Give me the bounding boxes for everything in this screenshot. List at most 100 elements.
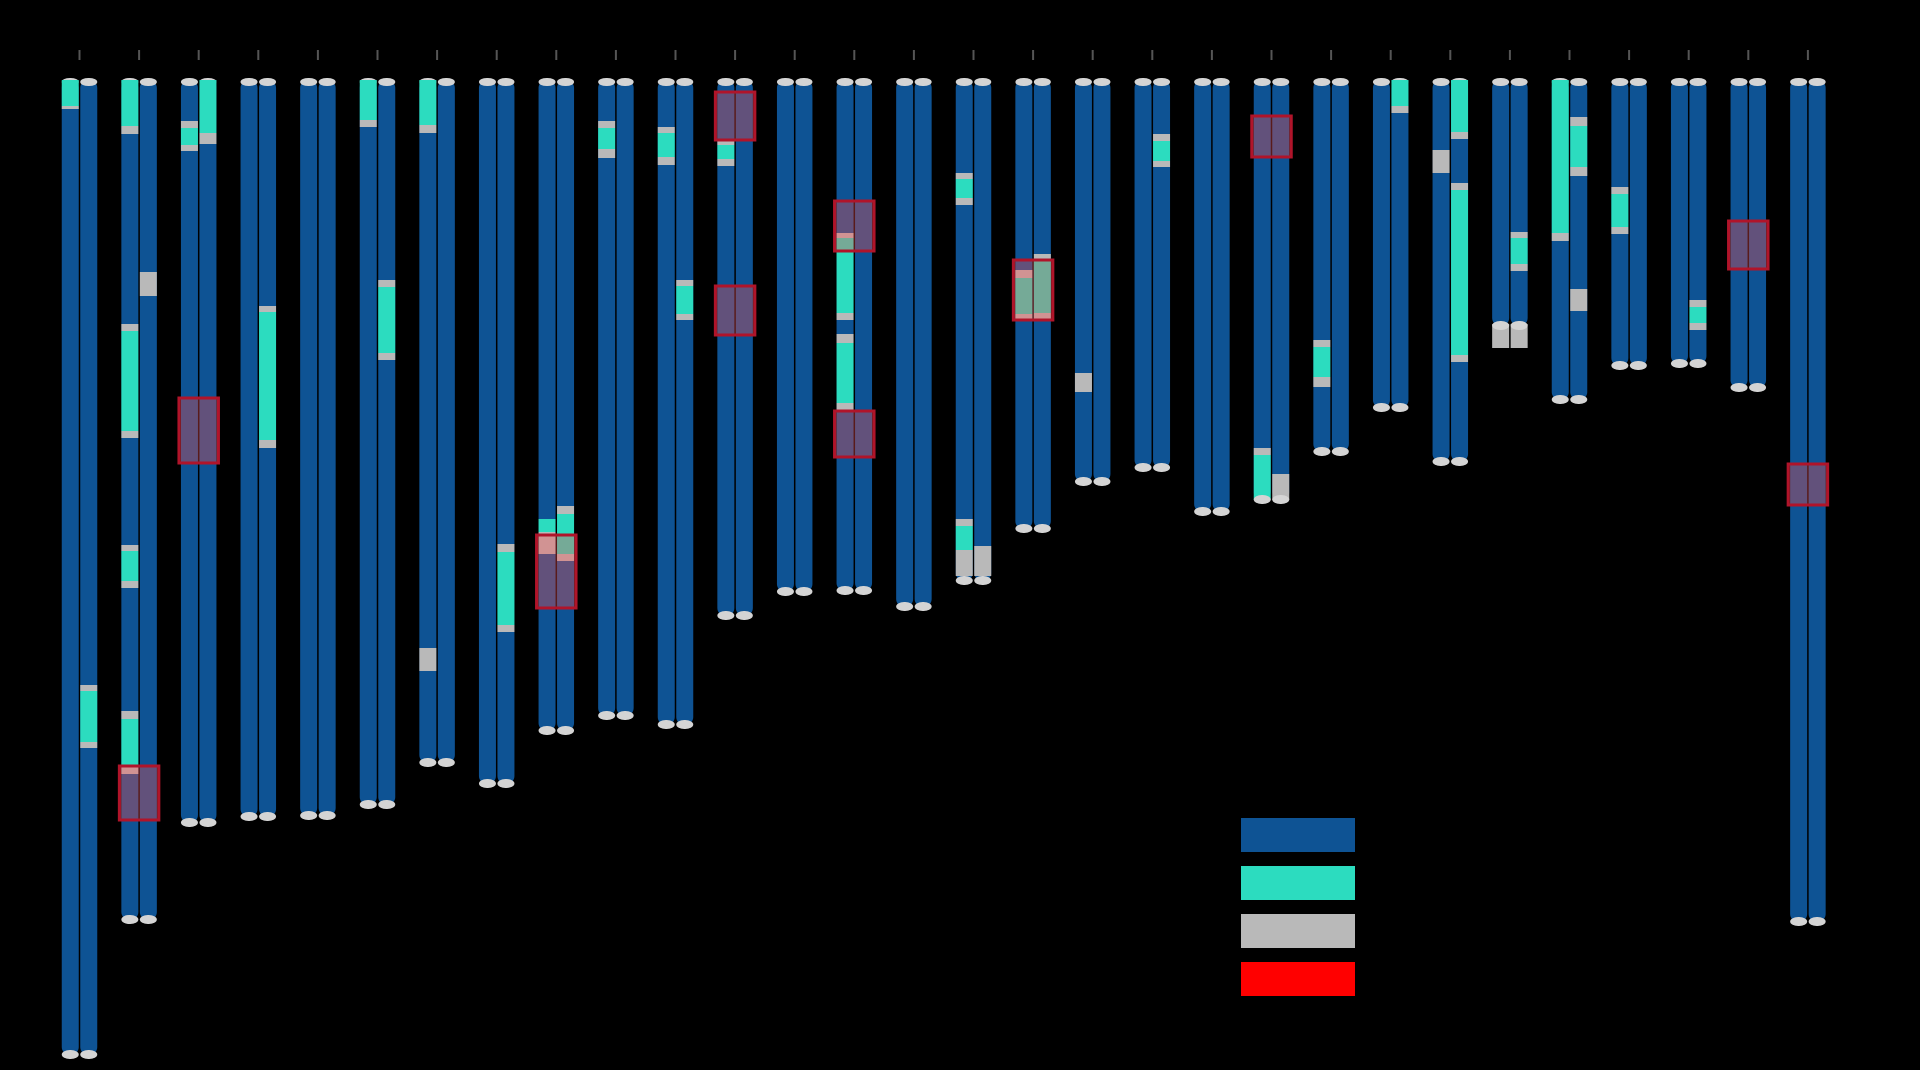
band-teal (1570, 126, 1588, 167)
band-gray (557, 506, 575, 514)
chromosome-body (1670, 80, 1688, 364)
telomere-cap-top (1510, 78, 1528, 86)
band-gray (121, 766, 139, 774)
telomere-cap-top (80, 78, 98, 86)
chromosome-body (240, 80, 258, 817)
telomere-cap-bottom (378, 800, 396, 809)
chromosome-body (359, 80, 377, 805)
band-teal (80, 691, 98, 742)
chromosome-body (1629, 80, 1647, 366)
chromosome-body (1730, 80, 1748, 388)
band-gray (180, 121, 198, 128)
band-teal (180, 128, 198, 145)
band-gray (121, 581, 139, 588)
telomere-cap-top (1808, 78, 1826, 86)
chromosome-body (735, 80, 753, 616)
band-gray (676, 314, 694, 320)
telomere-cap-top (378, 78, 396, 86)
band-teal (598, 128, 616, 149)
band-gray (1432, 150, 1450, 173)
telomere-cap-bottom (914, 602, 932, 611)
telomere-cap-bottom (1790, 917, 1808, 926)
telomere-cap-bottom (180, 818, 198, 827)
telomere-cap-bottom (318, 811, 336, 820)
highlight-region (713, 284, 757, 337)
chromosome-pair (117, 78, 161, 924)
telomere-cap-bottom (478, 779, 496, 788)
chromosome-body (378, 80, 396, 805)
telomere-cap-top (1432, 78, 1450, 86)
telomere-cap-top (1331, 78, 1349, 86)
chromosome-body (717, 80, 735, 616)
telomere-cap-bottom (657, 720, 675, 729)
telomere-cap-top (1492, 78, 1510, 86)
band-gray (1510, 232, 1528, 238)
chromosome-pair (1727, 78, 1770, 392)
telomere-cap-bottom (61, 1050, 79, 1059)
chromosome-pair (1134, 78, 1171, 472)
band-gray (80, 685, 98, 691)
band-gray (121, 431, 139, 438)
telomere-cap-bottom (735, 611, 753, 620)
band-teal (836, 238, 854, 313)
highlight-region (1250, 114, 1293, 159)
chromosome-body (795, 80, 813, 592)
telomere-cap-top (1570, 78, 1588, 86)
telomere-cap-bottom (1570, 395, 1588, 404)
band-gray (1570, 117, 1588, 126)
chromosome-pair (955, 78, 992, 585)
highlight-region (833, 199, 876, 253)
band-gray (1391, 106, 1409, 113)
band-gray (1570, 167, 1588, 176)
highlight-region (713, 90, 757, 142)
chromosome-pair (359, 78, 396, 809)
telomere-cap-bottom (240, 812, 258, 821)
chromosome-pair (896, 78, 932, 611)
chromosome-body (61, 80, 79, 1055)
telomere-cap-top (437, 78, 455, 86)
band-gray (1313, 377, 1331, 387)
chromosome-pairs (61, 78, 1830, 1059)
band-teal (61, 80, 79, 106)
chromosome-body (259, 80, 277, 817)
band-gray (259, 306, 277, 312)
band-gray (121, 711, 139, 719)
chromosome-body (1093, 80, 1111, 482)
telomere-cap-bottom (1670, 359, 1688, 368)
telomere-cap-bottom (199, 818, 217, 827)
telomere-cap-top (478, 78, 496, 86)
band-teal (1689, 307, 1707, 323)
band-gray (538, 532, 556, 554)
chromosome-pair (1313, 78, 1349, 456)
telomere-cap-bottom (437, 758, 455, 767)
telomere-cap-top (676, 78, 694, 86)
telomere-cap-top (955, 78, 973, 86)
chromosome-body (616, 80, 634, 716)
telomere-cap-top (1015, 78, 1033, 86)
highlight-region (177, 396, 220, 465)
telomere-cap-top (1670, 78, 1688, 86)
telomere-cap-bottom (1272, 495, 1290, 504)
band-gray (359, 120, 377, 127)
band-teal (717, 145, 735, 159)
chromosome-body (1492, 80, 1510, 326)
telomere-cap-top (557, 78, 575, 86)
telomere-cap-bottom (497, 779, 515, 788)
telomere-cap-bottom (598, 711, 616, 720)
band-gray (598, 149, 616, 158)
telomere-cap-top (1212, 78, 1230, 86)
band-gray (1153, 134, 1171, 141)
telomere-cap-top (1790, 78, 1808, 86)
chromosome-pair (535, 78, 578, 735)
telomere-cap-top (1272, 78, 1290, 86)
band-gray (1272, 474, 1290, 500)
chromosome-pair (657, 78, 694, 729)
telomere-cap-bottom (80, 1050, 98, 1059)
telomere-cap-bottom (1212, 507, 1230, 516)
chromosome-body (896, 80, 914, 607)
chromosome-body (776, 80, 794, 592)
chromosome-body (1253, 80, 1271, 500)
band-gray (955, 519, 973, 526)
band-teal (378, 287, 396, 353)
